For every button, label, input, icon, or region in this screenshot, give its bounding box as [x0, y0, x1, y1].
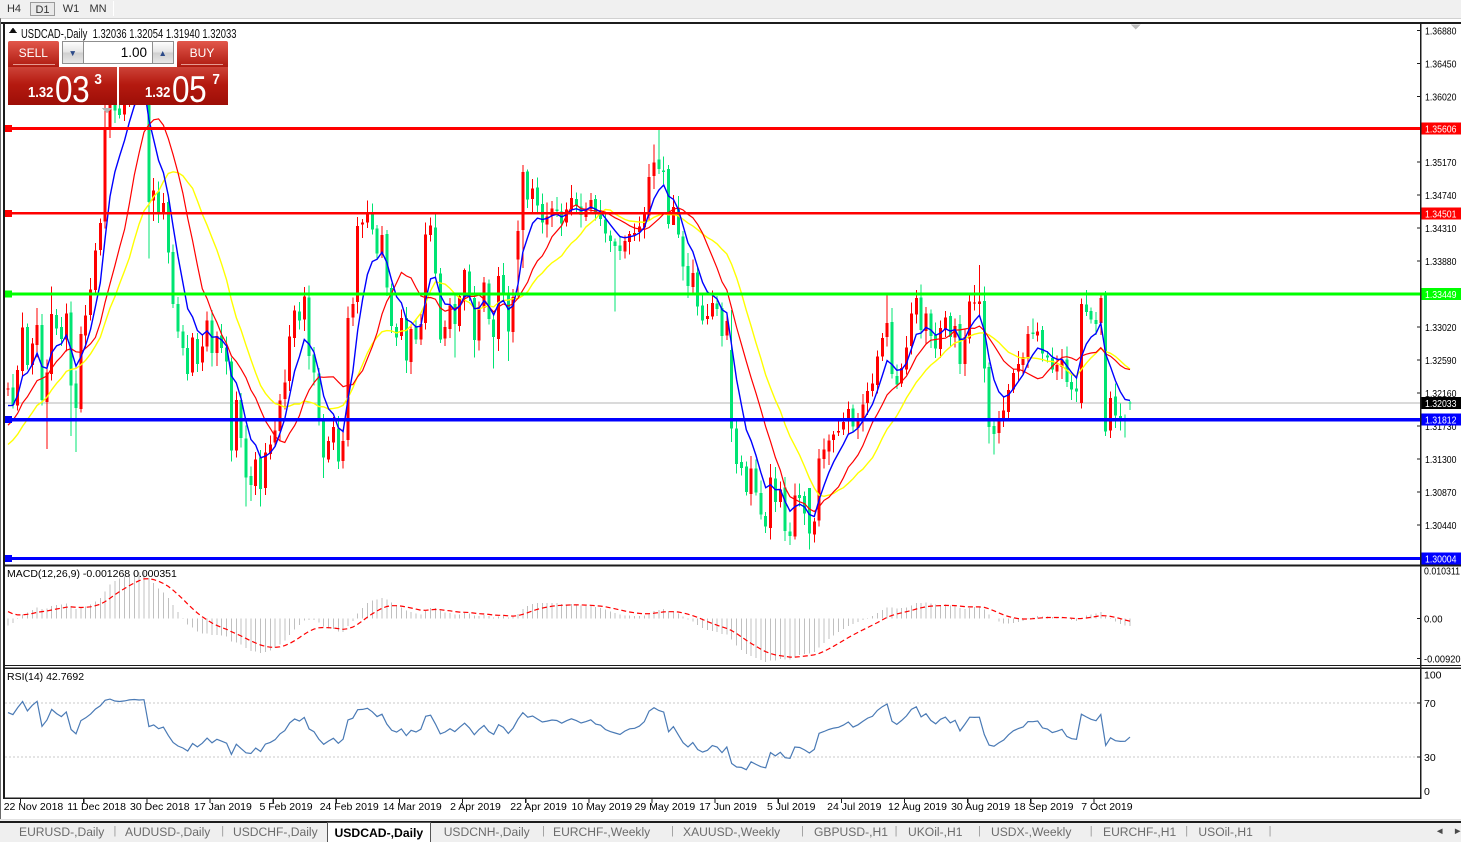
svg-text:1.30004: 1.30004 — [1425, 554, 1457, 566]
svg-text:0: 0 — [1424, 786, 1430, 798]
svg-text:100: 100 — [1424, 670, 1442, 682]
svg-text:7 Oct 2019: 7 Oct 2019 — [1081, 801, 1133, 813]
svg-text:24 Feb 2019: 24 Feb 2019 — [320, 801, 379, 813]
svg-text:1.33449: 1.33449 — [1425, 289, 1457, 301]
svg-text:1.30440: 1.30440 — [1425, 520, 1457, 532]
svg-text:22 Apr 2019: 22 Apr 2019 — [510, 801, 567, 813]
svg-text:29 May 2019: 29 May 2019 — [635, 801, 696, 813]
svg-text:70: 70 — [1424, 698, 1436, 710]
svg-text:1.33880: 1.33880 — [1425, 256, 1457, 268]
svg-text:1.31812: 1.31812 — [1425, 415, 1457, 427]
svg-text:1.36450: 1.36450 — [1425, 59, 1457, 71]
svg-text:RSI(14) 42.7692: RSI(14) 42.7692 — [7, 671, 84, 683]
svg-text:1.36880: 1.36880 — [1425, 26, 1457, 38]
svg-text:1.34310: 1.34310 — [1425, 223, 1457, 235]
svg-text:1.35606: 1.35606 — [1425, 124, 1457, 136]
svg-text:1.36020: 1.36020 — [1425, 92, 1457, 104]
svg-text:14 Mar 2019: 14 Mar 2019 — [383, 801, 442, 813]
svg-text:0.00: 0.00 — [1424, 614, 1443, 626]
svg-text:1.34740: 1.34740 — [1425, 190, 1457, 202]
svg-text:1.33020: 1.33020 — [1425, 322, 1457, 334]
svg-text:1.32590: 1.32590 — [1425, 355, 1457, 367]
svg-text:1.34501: 1.34501 — [1425, 208, 1457, 220]
svg-text:30 Aug 2019: 30 Aug 2019 — [951, 801, 1010, 813]
svg-text:5 Feb 2019: 5 Feb 2019 — [260, 801, 313, 813]
svg-text:30 Dec 2018: 30 Dec 2018 — [130, 801, 190, 813]
svg-text:2 Apr 2019: 2 Apr 2019 — [450, 801, 501, 813]
svg-text:5 Jul 2019: 5 Jul 2019 — [767, 801, 816, 813]
svg-text:11 Dec 2018: 11 Dec 2018 — [67, 801, 126, 813]
svg-text:17 Jan 2019: 17 Jan 2019 — [194, 801, 252, 813]
svg-text:0.010311: 0.010311 — [1424, 566, 1460, 578]
svg-text:22 Nov 2018: 22 Nov 2018 — [4, 801, 64, 813]
svg-text:1.32033: 1.32033 — [1425, 398, 1457, 410]
svg-text:30: 30 — [1424, 752, 1436, 764]
svg-text:10 May 2019: 10 May 2019 — [571, 801, 632, 813]
svg-text:-0.00920: -0.00920 — [1424, 654, 1461, 666]
svg-text:MACD(12,26,9) -0.001268 0.0003: MACD(12,26,9) -0.001268 0.000351 — [7, 568, 177, 580]
svg-text:17 Jun 2019: 17 Jun 2019 — [699, 801, 757, 813]
svg-text:1.35170: 1.35170 — [1425, 157, 1457, 169]
svg-text:18 Sep 2019: 18 Sep 2019 — [1014, 801, 1074, 813]
svg-text:24 Jul 2019: 24 Jul 2019 — [827, 801, 881, 813]
svg-text:1.30870: 1.30870 — [1425, 487, 1457, 499]
svg-text:12 Aug 2019: 12 Aug 2019 — [888, 801, 947, 813]
svg-text:1.31300: 1.31300 — [1425, 454, 1457, 466]
